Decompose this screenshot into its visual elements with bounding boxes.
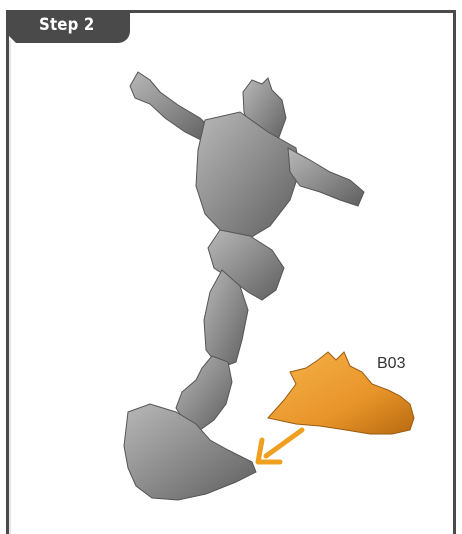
frame-inner-edge (9, 40, 11, 534)
instruction-frame (6, 10, 456, 534)
step-tab (6, 10, 130, 43)
step-label: Step 2 (39, 15, 95, 35)
flame-part-b03 (267, 351, 415, 435)
placement-arrow-icon (255, 427, 305, 465)
flame-figure (123, 71, 365, 501)
part-code-label: B03 (377, 355, 406, 372)
